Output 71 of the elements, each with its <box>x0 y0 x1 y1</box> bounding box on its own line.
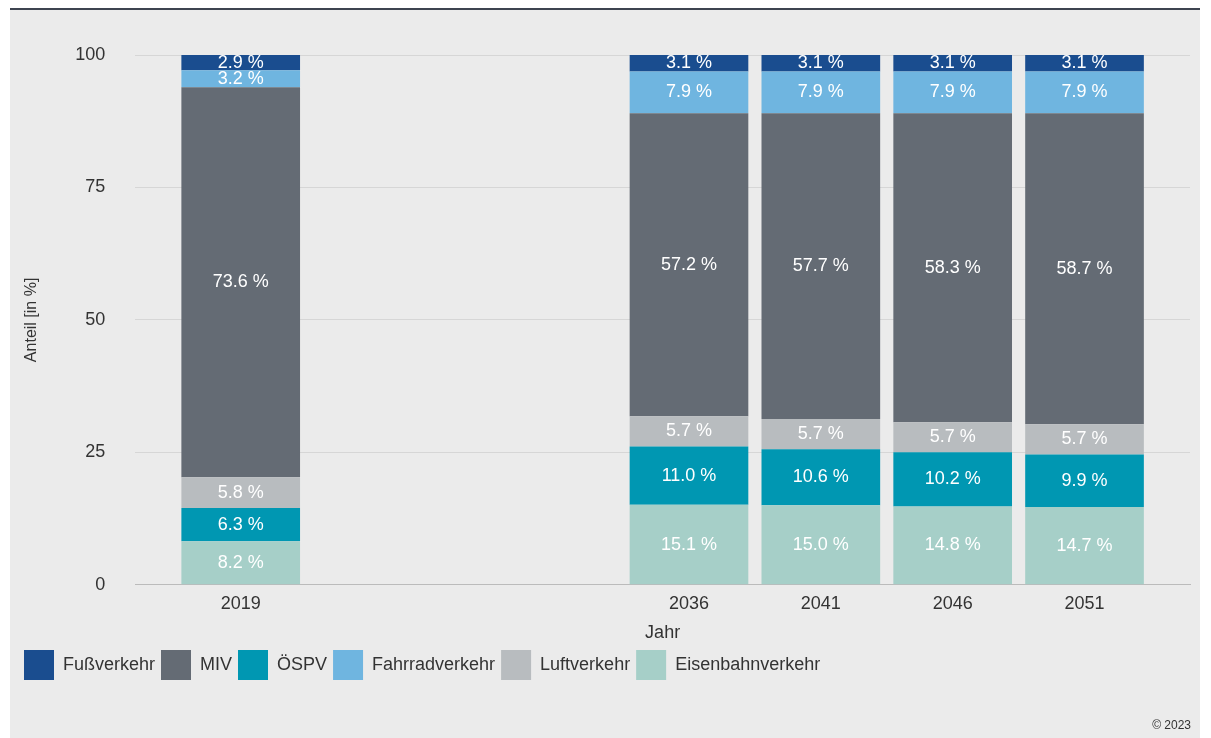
legend-label: Fahrradverkehr <box>372 653 496 674</box>
data-label: 5.7 % <box>797 423 844 444</box>
bar <box>629 71 749 114</box>
data-label: 5.7 % <box>1061 428 1108 449</box>
bar <box>761 505 881 585</box>
data-label: 9.9 % <box>1061 469 1108 490</box>
data-label: 7.9 % <box>797 81 844 102</box>
x-axis-title: Jahr <box>645 622 681 643</box>
bar <box>629 416 749 447</box>
data-label: 73.6 % <box>212 271 269 292</box>
bar <box>1025 454 1144 507</box>
data-label: 10.6 % <box>792 466 849 487</box>
data-label: 3.1 % <box>797 52 844 73</box>
data-label: 8.2 % <box>217 551 264 572</box>
data-label: 5.7 % <box>929 426 976 447</box>
y-tick-label: 0 <box>95 573 106 594</box>
data-label: 7.9 % <box>1061 81 1108 102</box>
data-label: 3.1 % <box>1061 52 1108 73</box>
bar <box>1025 506 1144 585</box>
bar <box>629 504 749 585</box>
data-label: 58.7 % <box>1056 257 1113 278</box>
bar <box>761 113 881 419</box>
bar <box>761 449 881 506</box>
legend-label: Fußverkehr <box>63 653 156 674</box>
data-label: 10.2 % <box>924 468 981 489</box>
bar <box>1025 424 1144 455</box>
bar <box>181 477 301 508</box>
data-label: 7.9 % <box>665 81 712 102</box>
bar <box>1025 113 1144 425</box>
data-label: 3.1 % <box>929 52 976 73</box>
x-tick-label: 2036 <box>668 592 710 613</box>
legend-label: Eisenbahnverkehr <box>675 653 821 674</box>
x-tick-label: 2019 <box>220 592 261 613</box>
y-axis-title: Anteil [in %] <box>22 277 40 363</box>
data-label: 58.3 % <box>924 256 981 277</box>
bar <box>761 71 881 114</box>
bar <box>181 541 301 585</box>
data-label: 11.0 % <box>661 464 717 485</box>
bar <box>1025 71 1144 114</box>
data-label: 14.8 % <box>924 534 981 555</box>
x-tick-label: 2046 <box>932 592 973 613</box>
bar <box>893 113 1013 423</box>
bar <box>181 507 301 542</box>
legend-label: MIV <box>200 653 233 674</box>
bar <box>181 87 301 478</box>
bar <box>629 446 749 505</box>
text: © 2023 <box>1152 718 1191 732</box>
data-label: 5.7 % <box>665 420 712 441</box>
bar <box>893 452 1013 507</box>
data-label: 6.3 % <box>217 513 264 534</box>
y-tick-label: 75 <box>85 176 106 197</box>
legend-label: Luftverkehr <box>540 653 631 674</box>
data-label: 14.7 % <box>1056 534 1113 555</box>
bar <box>893 422 1013 453</box>
data-label: 7.9 % <box>929 81 976 102</box>
x-tick-label: 2051 <box>1064 592 1105 613</box>
y-tick-label: 100 <box>75 43 106 64</box>
data-label: 15.0 % <box>792 533 849 554</box>
data-label: 57.7 % <box>792 255 849 276</box>
data-label: 3.1 % <box>665 52 712 73</box>
data-label: 57.2 % <box>660 253 718 274</box>
bar <box>893 71 1013 114</box>
bar <box>893 506 1013 585</box>
data-label: 5.8 % <box>217 481 264 502</box>
bar <box>761 418 881 450</box>
y-tick-label: 50 <box>85 308 106 329</box>
x-tick-label: 2041 <box>800 592 841 613</box>
legend-label: ÖSPV <box>277 653 328 674</box>
data-label: 15.1 % <box>660 533 718 554</box>
y-tick-label: 25 <box>85 441 106 462</box>
bar <box>629 113 749 417</box>
